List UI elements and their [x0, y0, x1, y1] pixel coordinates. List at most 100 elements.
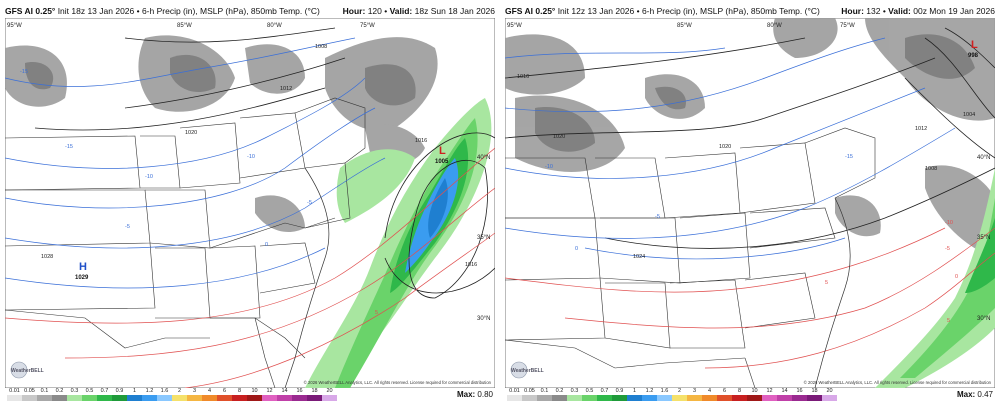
- isobar-label: 1024: [633, 254, 645, 260]
- legend-swatch: 0.1: [537, 388, 552, 401]
- isobar-label: 1016: [415, 138, 427, 144]
- legend-swatch: 1.6: [157, 388, 172, 401]
- max-value: Max: 0.80: [456, 390, 493, 399]
- legend-label: 0.9: [115, 388, 124, 394]
- legend-swatch: 3: [687, 388, 702, 401]
- legend-label: 2: [677, 388, 682, 394]
- low-letter: L: [971, 39, 978, 51]
- legend-color: [777, 395, 792, 401]
- legend-swatch: 1.6: [657, 388, 672, 401]
- legend-swatch: 2: [672, 388, 687, 401]
- legend-swatch: 1: [127, 388, 142, 401]
- legend-label: 0.5: [85, 388, 94, 394]
- coastline: [284, 167, 330, 388]
- lat-label: 40°N: [977, 155, 990, 161]
- legend-color: [807, 395, 822, 401]
- legend-swatch: 14: [777, 388, 792, 401]
- lat-label: 35°N: [977, 235, 990, 241]
- legend-swatch: 0.7: [597, 388, 612, 401]
- legend-label: 0.1: [540, 388, 549, 394]
- legend-color: [822, 395, 837, 401]
- legend-label: 14: [281, 388, 288, 394]
- legend-label: 1: [132, 388, 137, 394]
- legend-label: 0.05: [24, 388, 35, 394]
- legend-label: 12: [266, 388, 273, 394]
- legend-color: [597, 395, 612, 401]
- legend-swatch: 0.5: [82, 388, 97, 401]
- temp-contours-warm: [5, 147, 495, 388]
- svg-text:WeatherBELL: WeatherBELL: [511, 368, 544, 374]
- legend-label: 6: [722, 388, 727, 394]
- legend-label: 10: [751, 388, 758, 394]
- legend-color: [582, 395, 597, 401]
- isobar-label: 1012: [280, 86, 292, 92]
- legend-swatch: 0.9: [112, 388, 127, 401]
- legend-color: [627, 395, 642, 401]
- legend-swatch: 0.3: [567, 388, 582, 401]
- legend-swatch: 0.01: [507, 388, 522, 401]
- valid-time: Hour: 132 • Valid: 00z Mon 19 Jan 2026: [841, 6, 995, 16]
- legend-label: 6: [222, 388, 227, 394]
- legend-label: 1.2: [145, 388, 154, 394]
- lon-label: 75°W: [840, 23, 855, 29]
- legend-swatch: 0.9: [612, 388, 627, 401]
- legend-swatch: 1.2: [642, 388, 657, 401]
- legend-label: 0.3: [70, 388, 79, 394]
- weather-map: 95°W 85°W 80°W 75°W 40°N 35°N 30°N 1016 …: [505, 18, 995, 388]
- isobar-label: 1016: [517, 74, 529, 80]
- legend-color: [687, 395, 702, 401]
- temp-label: -5: [307, 200, 312, 206]
- legend-color: [522, 395, 537, 401]
- legend-label: 1.2: [645, 388, 654, 394]
- legend-color: [232, 395, 247, 401]
- legend-color: [612, 395, 627, 401]
- legend-label: 3: [192, 388, 197, 394]
- legend-swatch: 8: [232, 388, 247, 401]
- legend-swatch: 18: [307, 388, 322, 401]
- legend-color: [277, 395, 292, 401]
- temp-label: 5: [947, 318, 950, 324]
- isobar-label: 1020: [553, 134, 565, 140]
- legend-label: 2: [177, 388, 182, 394]
- legend-swatch: 0.7: [97, 388, 112, 401]
- legend-label: 8: [237, 388, 242, 394]
- lon-label: 95°W: [507, 23, 522, 29]
- temp-label: -10: [945, 220, 953, 226]
- legend-swatch: 18: [807, 388, 822, 401]
- temp-label: -5: [655, 214, 660, 220]
- lat-label: 30°N: [977, 316, 990, 322]
- low-pressure-center: L 1005: [435, 145, 449, 165]
- lon-label: 85°W: [177, 23, 192, 29]
- legend-label: 8: [737, 388, 742, 394]
- legend-color: [172, 395, 187, 401]
- lon-label: 85°W: [677, 23, 692, 29]
- isobar-label: 1008: [315, 44, 327, 50]
- legend-swatch: 8: [732, 388, 747, 401]
- legend-color: [702, 395, 717, 401]
- legend-swatch: 6: [717, 388, 732, 401]
- legend-swatch: 20: [322, 388, 337, 401]
- legend-label: 0.05: [524, 388, 535, 394]
- legend-label: 10: [251, 388, 258, 394]
- valid-time: Hour: 120 • Valid: 18z Sun 18 Jan 2026: [342, 6, 495, 16]
- legend-label: 0.9: [615, 388, 624, 394]
- legend-color: [97, 395, 112, 401]
- legend-color: [717, 395, 732, 401]
- temp-label: -15: [845, 154, 853, 160]
- legend-swatch: 0.3: [67, 388, 82, 401]
- legend-swatch: 2: [172, 388, 187, 401]
- legend-label: 18: [811, 388, 818, 394]
- isobar-label: 1020: [185, 130, 197, 136]
- legend-color: [507, 395, 522, 401]
- temp-label: -10: [247, 154, 255, 160]
- legend-label: 18: [311, 388, 318, 394]
- temp-label: -5: [125, 224, 130, 230]
- map-panel-right: GFS AI 0.25° Init 12z 13 Jan 2026 • 6-h …: [505, 4, 995, 404]
- isobars: [505, 27, 995, 249]
- legend-swatch: 16: [792, 388, 807, 401]
- svg-text:WeatherBELL: WeatherBELL: [11, 368, 44, 374]
- legend-swatch: 20: [822, 388, 837, 401]
- low-value: 998: [968, 53, 979, 59]
- lon-label: 80°W: [267, 23, 282, 29]
- legend-swatch: 14: [277, 388, 292, 401]
